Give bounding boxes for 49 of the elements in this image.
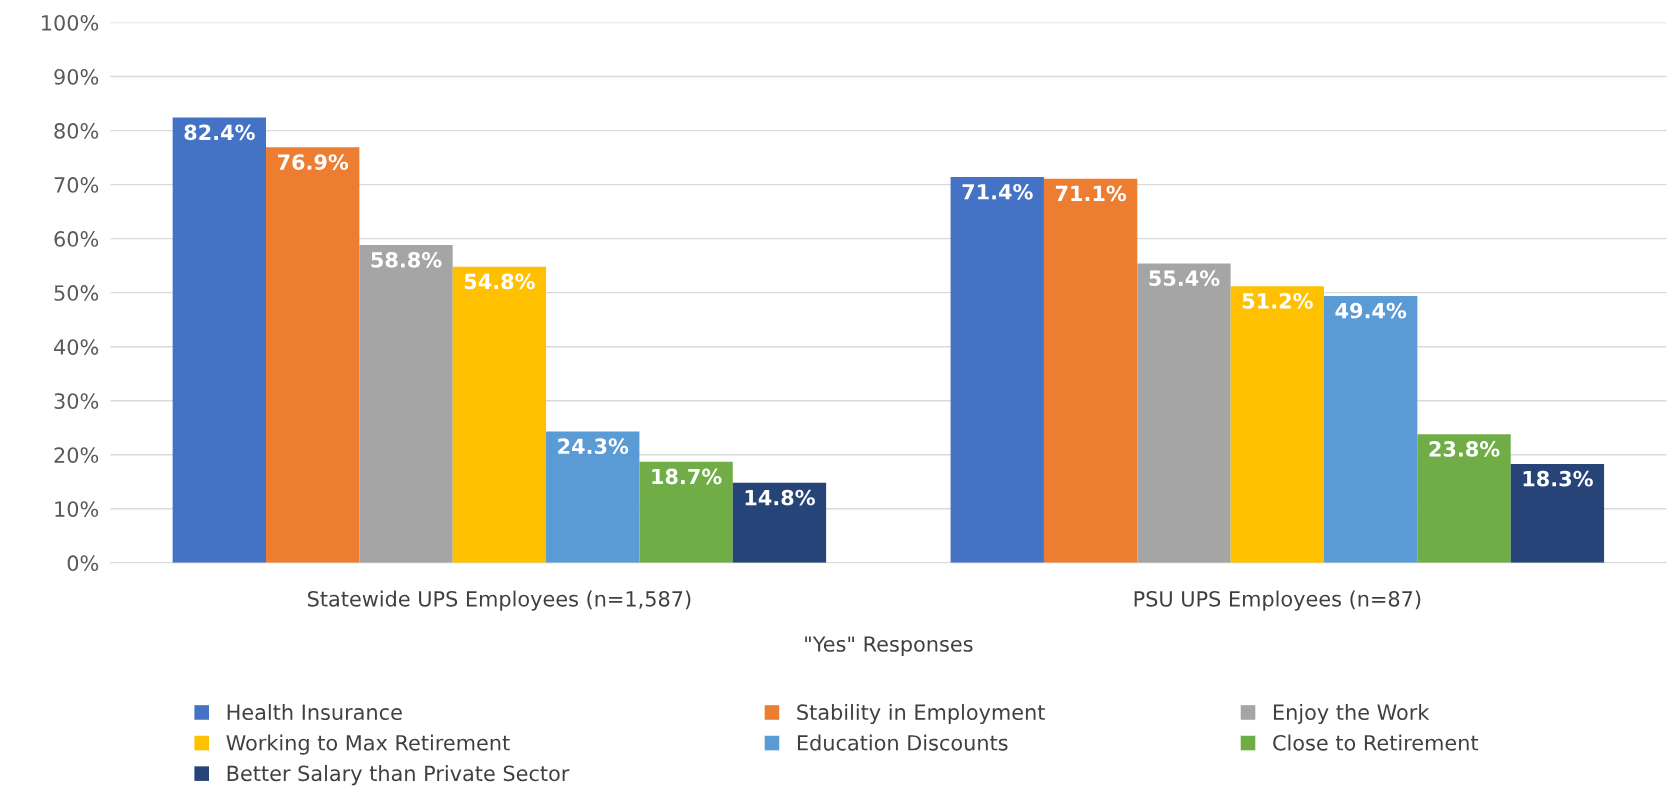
- y-tick-label: 90%: [54, 68, 99, 85]
- data-label: 23.8%: [1429, 441, 1500, 457]
- x-tick-label: PSU UPS Employees (n=87): [1134, 590, 1421, 611]
- data-label: 71.4%: [962, 183, 1033, 200]
- bar: [1043, 178, 1138, 563]
- bar: [266, 147, 360, 563]
- x-axis-title: "Yes" Responses: [805, 636, 973, 656]
- y-tick-label: 0%: [67, 555, 99, 572]
- bar: [172, 117, 267, 563]
- bar: [1510, 463, 1605, 563]
- y-tick-label: 100%: [42, 14, 99, 31]
- data-label: 71.1%: [1055, 185, 1127, 202]
- y-tick-label: 60%: [54, 231, 99, 247]
- y-tick-label: 30%: [54, 393, 99, 409]
- y-tick-label: 70%: [54, 177, 99, 193]
- data-label: 55.4%: [1149, 270, 1220, 287]
- data-label: 54.8%: [464, 273, 535, 290]
- y-tick-label: 80%: [54, 123, 99, 139]
- y-tick-label: 50%: [54, 285, 99, 301]
- data-label: 49.4%: [1335, 302, 1407, 319]
- bar: [359, 245, 453, 563]
- legend-label: Working to Max Retirement: [226, 734, 510, 755]
- bar: [950, 177, 1044, 563]
- bar: [1230, 286, 1325, 563]
- legend-label: Enjoy the Work: [1274, 703, 1430, 725]
- x-tick-label: Statewide UPS Employees (n=1,587): [308, 590, 691, 611]
- bar: [452, 266, 547, 563]
- legend-label: Education Discounts: [797, 734, 1008, 751]
- data-label: 18.3%: [1523, 470, 1593, 487]
- y-tick-label: 40%: [54, 339, 99, 355]
- legend-label: Better Salary than Private Sector: [227, 765, 570, 786]
- data-label: 24.3%: [558, 438, 629, 455]
- y-tick-label: 10%: [55, 501, 99, 517]
- y-tick-label: 20%: [54, 447, 99, 463]
- bar: [1137, 263, 1231, 563]
- bar: [1324, 295, 1418, 563]
- data-label: 51.2%: [1242, 293, 1313, 309]
- legend-label: Stability in Employment: [797, 703, 1045, 725]
- data-label: 58.8%: [371, 251, 442, 268]
- data-label: 14.8%: [745, 489, 815, 506]
- bar: [1417, 434, 1511, 563]
- bar: [546, 431, 640, 563]
- data-label: 76.9%: [277, 154, 349, 170]
- legend-label: Health Insurance: [227, 703, 402, 721]
- bar: [639, 461, 733, 563]
- data-label: 82.4%: [184, 124, 255, 141]
- bar: [732, 482, 827, 563]
- legend-label: Close to Retirement: [1273, 734, 1479, 751]
- data-label: 18.7%: [652, 468, 722, 485]
